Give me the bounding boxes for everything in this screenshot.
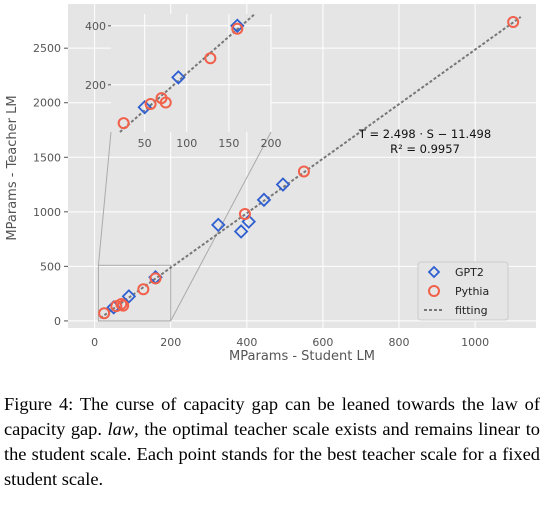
- pythia-point: [149, 272, 162, 285]
- pythia-point: [117, 299, 130, 312]
- y-tick-label: 2500: [33, 42, 61, 55]
- gpt2-point: [233, 224, 249, 239]
- legend-gpt2-label: GPT2: [455, 266, 484, 279]
- fitting-line: [99, 16, 522, 319]
- x-tick-label: 0: [91, 336, 98, 349]
- legend-pythia-label: Pythia: [455, 285, 489, 298]
- x-tick-label: 800: [389, 336, 410, 349]
- inset-y-tick-label: 200: [85, 79, 106, 92]
- fitting-line-layer: [99, 16, 522, 319]
- figure-caption: Figure 4: The curse of capacity gap can …: [4, 392, 540, 492]
- pythia-point: [115, 298, 128, 310]
- pythia-point: [98, 307, 111, 320]
- inset-tick-labels: 50 100 150 200 200 400: [85, 20, 282, 150]
- gpt2-point: [230, 18, 245, 34]
- pythia-point: [144, 97, 157, 110]
- x-tick-label: 400: [236, 336, 257, 349]
- zoom-connector-lines: [97, 131, 272, 322]
- main-data-marks: [98, 16, 520, 320]
- gpt2-point: [275, 177, 291, 192]
- pythia-point: [137, 283, 150, 296]
- caption-emphasis: law: [107, 419, 135, 439]
- gpt2-point: [121, 289, 137, 304]
- x-tick-label: 1000: [461, 336, 489, 349]
- pythia-point: [231, 22, 244, 35]
- fit-annotation: T = 2.498 · S − 11.498 R² = 0.9957: [358, 127, 491, 156]
- inset-plot-area: [111, 14, 271, 132]
- pythia-point: [238, 208, 251, 220]
- zoom-connector: [97, 131, 112, 266]
- x-axis-label: MParams - Student LM: [229, 349, 375, 364]
- y-tick-label: 1000: [33, 206, 61, 219]
- pythia-point: [117, 117, 130, 130]
- pythia-point: [507, 16, 520, 28]
- inset-data-marks: [117, 18, 245, 130]
- legend-fitting-label: fitting: [455, 304, 488, 317]
- inset-x-tick-label: 200: [261, 137, 282, 150]
- pythia-point: [297, 165, 310, 178]
- x-tick-label: 200: [160, 336, 181, 349]
- legend-pythia-marker: [428, 285, 440, 297]
- zoom-region-box: [97, 264, 172, 322]
- inset-x-tick-label: 100: [176, 137, 197, 150]
- gpt2-point: [171, 70, 186, 85]
- inset-x-tick-label: 150: [218, 137, 239, 150]
- gpt2-point: [211, 217, 226, 233]
- main-tick-labels: 0 200 400 600 800 1000 0 500 1000 1500 2000 2500: [33, 42, 489, 349]
- y-tick-label: 1500: [33, 151, 61, 164]
- y-axis-label: MParams - Teacher LM: [5, 95, 20, 240]
- legend: GPT2 Pythia fitting: [417, 261, 509, 321]
- pythia-point: [204, 52, 217, 65]
- caption-text: Figure 4: The curse of capacity gap can …: [4, 394, 540, 439]
- x-tick-label: 600: [312, 336, 333, 349]
- zoom-connector: [170, 131, 272, 322]
- scatter-chart: 0 200 400 600 800 1000 0 500 1000 1500 2000 2500 T …: [5, 4, 536, 364]
- pythia-point: [159, 96, 172, 109]
- inset-y-tick-label: 400: [85, 20, 106, 33]
- y-tick-label: 0: [54, 315, 61, 328]
- inset-x-tick-label: 50: [138, 137, 152, 150]
- gpt2-point: [137, 99, 152, 115]
- fit-equation: T = 2.498 · S − 11.498: [358, 127, 491, 141]
- y-tick-label: 500: [40, 260, 61, 273]
- caption-text-end: , the optimal teacher scale exists and r…: [4, 419, 541, 489]
- legend-gpt2-marker: [427, 265, 441, 279]
- fit-r2: R² = 0.9957: [390, 142, 460, 156]
- y-tick-label: 2000: [33, 97, 61, 110]
- gpt2-point: [256, 192, 272, 208]
